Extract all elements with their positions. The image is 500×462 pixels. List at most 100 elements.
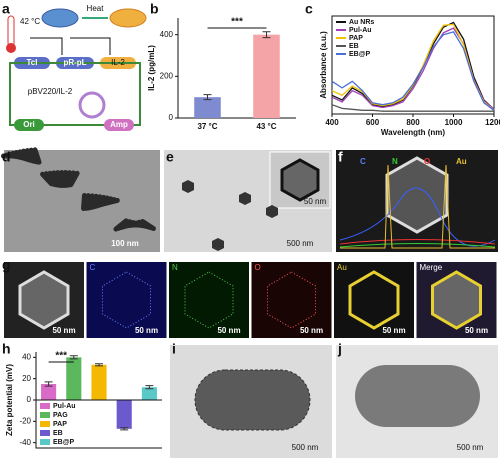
particle (239, 192, 251, 205)
particle (182, 180, 194, 193)
gene: Ori (23, 120, 35, 129)
scale-bar-label: 50 nm (52, 326, 75, 335)
gene: Amp (110, 120, 128, 129)
panel-label: e (166, 149, 174, 165)
tile-label: Merge (420, 263, 443, 272)
regulation-lines (30, 37, 111, 55)
annotation: *** (55, 351, 67, 362)
panel-label: g (2, 257, 11, 273)
panel-label: b (150, 1, 159, 17)
annotation: *** (231, 17, 243, 28)
y-axis-label: IL-2 (pg/mL) (147, 45, 156, 91)
plasmid (78, 91, 106, 119)
bar (141, 387, 157, 400)
gene-box (14, 119, 44, 131)
gene: pR-pL (63, 58, 86, 67)
x-tick-label: 1000 (445, 118, 463, 127)
nanorod (83, 193, 91, 211)
legend-label: EB (349, 43, 359, 50)
bar (253, 34, 280, 118)
series-line (331, 31, 495, 111)
scale-bar-label: 50 nm (135, 326, 158, 335)
particle (212, 238, 224, 251)
element-legend: Au (456, 157, 467, 166)
nanorod (68, 170, 80, 188)
bar (91, 364, 107, 400)
tile-label: C (90, 263, 96, 272)
x-tick-label: 600 (366, 118, 380, 127)
legend-label: PAP (53, 421, 67, 428)
nanorod (140, 218, 156, 232)
panel-label: h (2, 341, 11, 357)
x-tick-label: 800 (406, 118, 420, 127)
scale-bar-label: 100 nm (111, 239, 139, 248)
scale-bar-label: 50 nm (217, 326, 240, 335)
scale-bar-label: 50 nm (382, 326, 405, 335)
nanorod (32, 147, 42, 165)
mapping-tiles: 50 nm C 50 nm N 50 nm O 50 nm Au 50 nm Merge 50 nm (4, 262, 497, 338)
x-tick-label: 43 °C (256, 122, 276, 131)
legend-swatch (40, 403, 50, 409)
nanoframe (348, 270, 400, 330)
tile-label: O (255, 263, 261, 272)
error-bar (145, 385, 154, 390)
label: 42 °C (20, 17, 40, 26)
plasmid-label: pBV220/IL-2 (28, 87, 73, 96)
y-tick-label: -20 (19, 416, 31, 425)
element-legend: C (360, 157, 366, 166)
legend-label: EB (53, 430, 63, 437)
legend-label: EB@P (53, 439, 75, 446)
error-bar (262, 31, 271, 39)
bar (194, 97, 221, 118)
y-axis-label: Zeta potential (mV) (5, 364, 14, 436)
nanoframe (431, 270, 482, 330)
panel-label: c (305, 1, 313, 17)
mapping-tile (169, 262, 249, 338)
cell (41, 8, 79, 28)
error-bar (203, 94, 212, 101)
bar (66, 357, 82, 400)
tile-label: Au (337, 263, 347, 272)
error-bar (44, 381, 53, 387)
error-bar (69, 355, 78, 360)
nanorod (66, 170, 76, 188)
scale-bar-label: 500 nm (457, 443, 484, 452)
y-tick-label: 40 (22, 352, 31, 361)
scale-bar-label: 500 nm (287, 239, 314, 248)
mapping-tile (251, 262, 332, 338)
legend-label: Au NRs (349, 19, 374, 26)
axis (35, 352, 162, 449)
line-scan (339, 239, 496, 245)
tile-label: N (172, 263, 178, 272)
legend-label: Pul-Au (349, 27, 372, 34)
y-tick-label: 400 (160, 30, 174, 39)
legend-label: PAG (53, 412, 68, 419)
particle (266, 205, 278, 218)
scale-bar-label: 50 nm (304, 197, 327, 206)
plasmid-frame (9, 62, 141, 126)
legend-swatch (40, 430, 50, 436)
x-tick-label: 1200 (485, 118, 500, 127)
thermometer (7, 15, 15, 47)
bacterium (355, 365, 480, 427)
gene: TcI (27, 58, 38, 67)
panel-label: a (2, 1, 10, 17)
nanoframe (280, 158, 320, 202)
mapping-tile (86, 262, 167, 338)
nanorod (102, 197, 120, 207)
panel-label: f (338, 149, 343, 165)
nanorod (85, 193, 95, 211)
element-legend: O (424, 157, 430, 166)
line-scan (340, 164, 495, 249)
legend-swatch (40, 412, 50, 418)
gene: IL-2 (111, 58, 125, 67)
error-bar (120, 427, 129, 431)
bacterium (194, 369, 311, 431)
legend-label: Pul-Au (53, 403, 76, 410)
legend-label: PAP (349, 35, 363, 42)
nanoframe (385, 156, 449, 234)
panel-label: j (337, 341, 342, 357)
y-tick-label: 0 (169, 113, 174, 122)
y-tick-label: 0 (27, 395, 32, 404)
